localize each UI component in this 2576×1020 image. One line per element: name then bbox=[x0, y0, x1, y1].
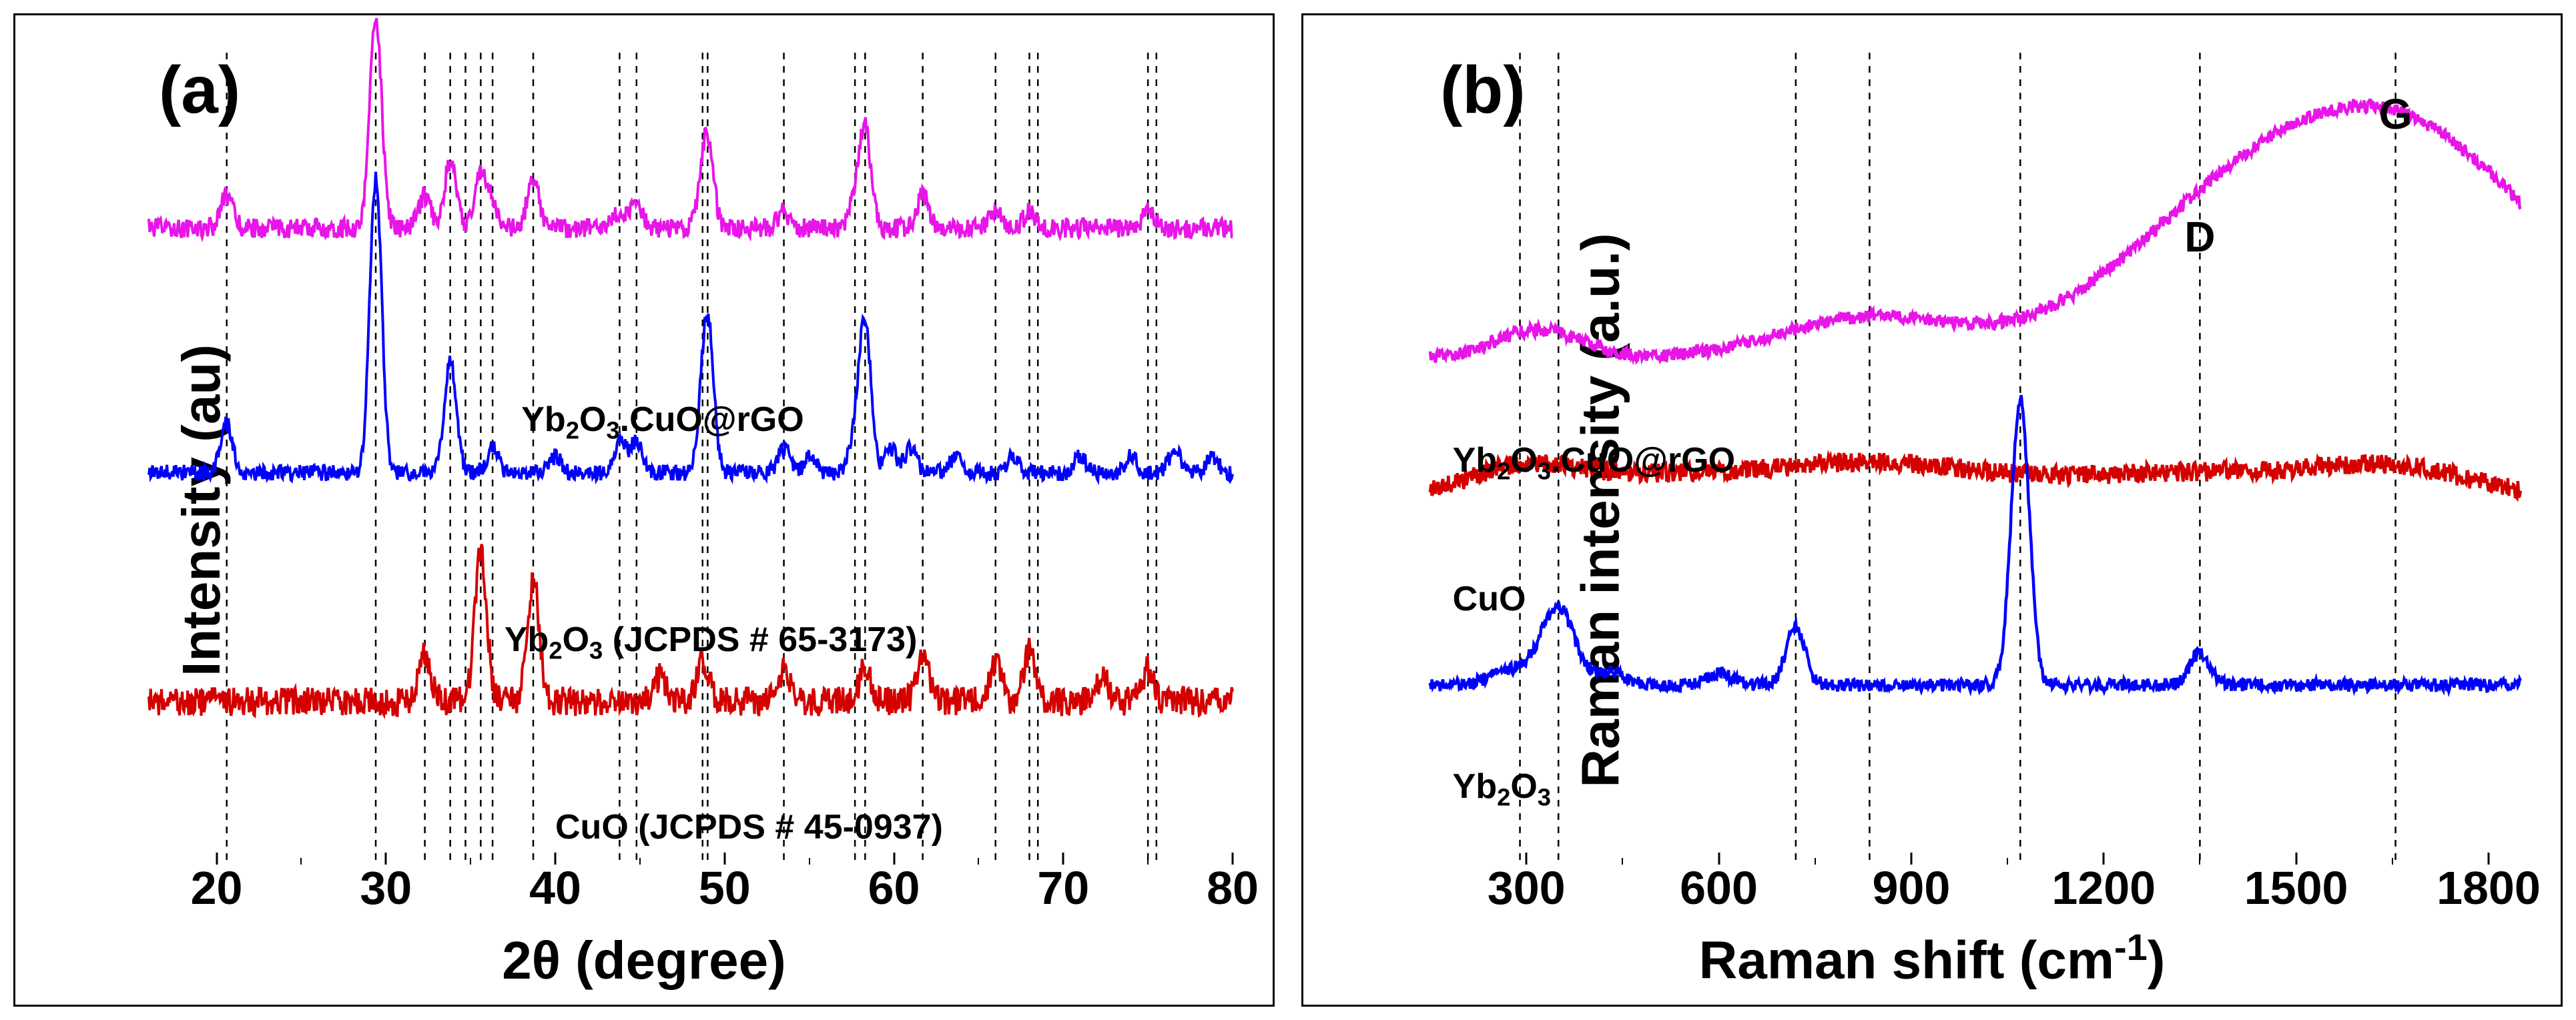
series-label: Yb2O3.CuO@rGO bbox=[521, 400, 803, 444]
peak-label-D: D bbox=[2184, 212, 2215, 262]
xtick-minor bbox=[470, 858, 471, 865]
xtick-label: 1800 bbox=[2437, 861, 2541, 915]
xtick-minor bbox=[2392, 858, 2393, 865]
spectrum-Yb₂O₃.CuO@rGO bbox=[149, 18, 1233, 237]
series-label: Yb2O3.CuO@rGO bbox=[1453, 440, 1735, 485]
xtick-minor bbox=[1815, 858, 1816, 865]
spectrum-Yb₂O₃.CuO@rGO bbox=[1430, 100, 2521, 363]
series-label: CuO (JCPDS # 45-0937) bbox=[555, 807, 943, 847]
xtick-label: 60 bbox=[868, 861, 920, 915]
series-label: Yb2O3 (JCPDS # 65-3173) bbox=[505, 620, 918, 664]
xtick-label: 1200 bbox=[2051, 861, 2156, 915]
xtick-minor bbox=[2199, 858, 2200, 865]
xtick-label: 50 bbox=[699, 861, 751, 915]
panel-a-svg bbox=[149, 49, 1233, 865]
panel-b-xlabel: Raman shift (cm-1) bbox=[1699, 925, 2166, 991]
xtick-label: 300 bbox=[1488, 861, 1566, 915]
xtick-minor bbox=[2007, 858, 2008, 865]
xtick-label: 900 bbox=[1872, 861, 1950, 915]
series-label: CuO bbox=[1453, 579, 1526, 619]
panel-b-raman: (b) Raman intensity (a.u.) Raman shift (… bbox=[1301, 13, 2563, 1007]
panel-a-xlabel: 2θ (degree) bbox=[502, 930, 786, 991]
figure-container: (a) Intensity (au) 2θ (degree) Yb2O3.CuO… bbox=[0, 0, 2576, 1020]
xtick-label: 600 bbox=[1680, 861, 1758, 915]
peak-label-G: G bbox=[2379, 89, 2412, 139]
xtick-minor bbox=[978, 858, 979, 865]
xtick-minor bbox=[809, 858, 810, 865]
spectrum-Yb₂O₃ bbox=[1430, 395, 2521, 691]
panel-a-xrd: (a) Intensity (au) 2θ (degree) Yb2O3.CuO… bbox=[13, 13, 1275, 1007]
panel-b-plot-area: Yb2O3.CuO@rGO CuO Yb2O3 D G bbox=[1430, 49, 2521, 865]
xtick-label: 30 bbox=[360, 861, 412, 915]
series-label: Yb2O3 bbox=[1453, 767, 1551, 811]
xtick-minor bbox=[1622, 858, 1623, 865]
xtick-label: 70 bbox=[1037, 861, 1089, 915]
xtick-label: 80 bbox=[1207, 861, 1259, 915]
xtick-label: 20 bbox=[191, 861, 243, 915]
xtick-minor bbox=[300, 858, 302, 865]
xtick-minor bbox=[1147, 858, 1149, 865]
xtick-label: 1500 bbox=[2244, 861, 2348, 915]
xtick-label: 40 bbox=[529, 861, 581, 915]
panel-a-plot-area: Yb2O3.CuO@rGO Yb2O3 (JCPDS # 65-3173) CuO … bbox=[149, 49, 1233, 865]
xtick-minor bbox=[639, 858, 641, 865]
